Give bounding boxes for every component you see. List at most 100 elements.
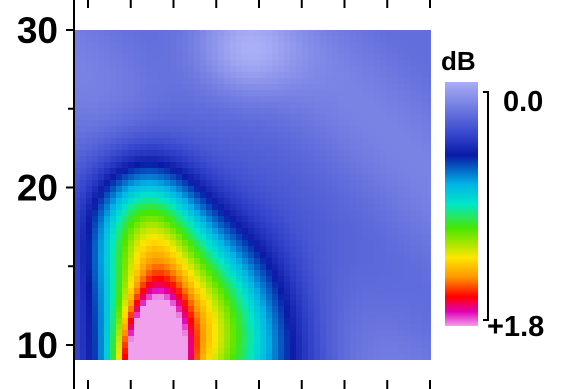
heatmap-cell xyxy=(404,264,411,271)
heatmap-cell xyxy=(134,348,141,355)
heatmap-cell xyxy=(116,174,123,181)
heatmap-cell xyxy=(416,144,423,151)
heatmap-cell xyxy=(122,90,129,97)
heatmap-cell xyxy=(416,300,423,307)
heatmap-cell xyxy=(344,288,351,295)
heatmap-cell xyxy=(200,108,207,115)
heatmap-cell xyxy=(158,132,165,139)
heatmap-cell xyxy=(278,342,285,349)
heatmap-cell xyxy=(266,114,273,121)
heatmap-cell xyxy=(404,42,411,49)
heatmap-cell xyxy=(338,258,345,265)
heatmap-cell xyxy=(308,114,315,121)
heatmap-cell xyxy=(98,246,105,253)
heatmap-cell xyxy=(368,294,375,301)
heatmap-cell xyxy=(176,90,183,97)
heatmap-cell xyxy=(230,84,237,91)
heatmap-cell xyxy=(248,48,255,55)
heatmap-cell xyxy=(242,90,249,97)
heatmap-cell xyxy=(152,210,159,217)
heatmap-cell xyxy=(374,264,381,271)
heatmap-cell xyxy=(266,276,273,283)
heatmap-cell xyxy=(416,330,423,337)
heatmap-cell xyxy=(428,174,431,181)
heatmap-cell xyxy=(86,330,93,337)
heatmap-cell xyxy=(332,288,339,295)
heatmap-cell xyxy=(110,204,117,211)
heatmap-cell xyxy=(164,54,171,61)
heatmap-cell xyxy=(224,204,231,211)
heatmap-cell xyxy=(392,78,399,85)
heatmap-cell xyxy=(200,324,207,331)
heatmap-cell xyxy=(80,228,87,235)
heatmap-cell xyxy=(254,90,261,97)
heatmap-cell xyxy=(98,222,105,229)
heatmap-cell xyxy=(206,192,213,199)
heatmap-cell xyxy=(230,180,237,187)
heatmap-cell xyxy=(170,306,177,313)
heatmap-cell xyxy=(392,246,399,253)
heatmap-cell xyxy=(170,198,177,205)
heatmap-cell xyxy=(428,120,431,127)
heatmap-cell xyxy=(218,210,225,217)
heatmap-cell xyxy=(158,198,165,205)
heatmap-cell xyxy=(110,174,117,181)
heatmap-cell xyxy=(200,30,207,37)
heatmap-cell xyxy=(98,336,105,343)
heatmap-cell xyxy=(80,258,87,265)
heatmap-cell xyxy=(230,294,237,301)
heatmap-cell xyxy=(278,150,285,157)
heatmap-cell xyxy=(218,108,225,115)
heatmap-cell xyxy=(242,300,249,307)
heatmap-cell xyxy=(158,354,165,360)
heatmap-cell xyxy=(158,240,165,247)
heatmap-cell xyxy=(236,228,243,235)
heatmap-cell xyxy=(248,54,255,61)
heatmap-cell xyxy=(140,108,147,115)
heatmap-cell xyxy=(152,198,159,205)
heatmap-cell xyxy=(242,246,249,253)
heatmap-cell xyxy=(116,162,123,169)
heatmap-cell xyxy=(380,66,387,73)
heatmap-cell xyxy=(188,198,195,205)
heatmap-cell xyxy=(128,348,135,355)
heatmap-cell xyxy=(254,144,261,151)
heatmap-cell xyxy=(206,30,213,37)
heatmap-cell xyxy=(410,300,417,307)
heatmap-cell xyxy=(206,78,213,85)
heatmap-cell xyxy=(296,348,303,355)
heatmap-cell xyxy=(110,210,117,217)
heatmap-cell xyxy=(350,204,357,211)
heatmap-cell xyxy=(176,276,183,283)
heatmap-cell xyxy=(422,174,429,181)
heatmap-cell xyxy=(134,114,141,121)
heatmap-cell xyxy=(134,108,141,115)
heatmap-cell xyxy=(242,312,249,319)
heatmap-cell xyxy=(242,270,249,277)
heatmap-cell xyxy=(374,30,381,37)
heatmap-cell xyxy=(164,126,171,133)
heatmap-cell xyxy=(206,60,213,67)
heatmap-cell xyxy=(326,234,333,241)
heatmap-cell xyxy=(326,324,333,331)
heatmap-cell xyxy=(74,342,81,349)
heatmap-cell xyxy=(74,66,81,73)
heatmap-cell xyxy=(80,312,87,319)
heatmap-cell xyxy=(404,276,411,283)
heatmap-cell xyxy=(158,156,165,163)
heatmap-cell xyxy=(104,90,111,97)
heatmap-cell xyxy=(308,84,315,91)
heatmap-cell xyxy=(116,198,123,205)
heatmap-cell xyxy=(104,288,111,295)
heatmap-cell xyxy=(356,246,363,253)
heatmap-cell xyxy=(200,312,207,319)
heatmap-cell xyxy=(116,96,123,103)
heatmap-cell xyxy=(230,162,237,169)
heatmap-cell xyxy=(152,162,159,169)
heatmap-cell xyxy=(86,48,93,55)
heatmap-cell xyxy=(362,48,369,55)
heatmap-cell xyxy=(74,288,81,295)
heatmap-cell xyxy=(116,300,123,307)
heatmap-cell xyxy=(236,348,243,355)
heatmap-cell xyxy=(368,156,375,163)
